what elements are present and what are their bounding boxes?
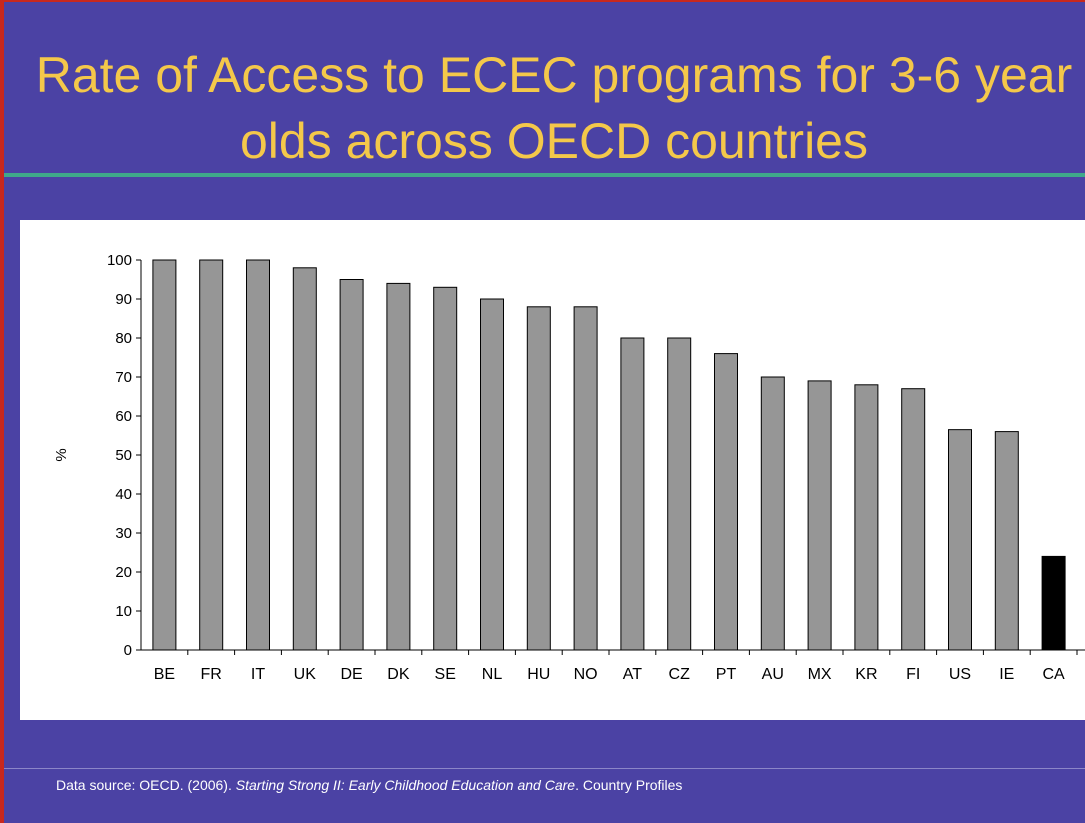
bar-it: [246, 259, 270, 651]
chart-panel: 0 10 20 30 40 50 60 70 80 90 100% BE FR IT UK DE DK SE NL H…: [20, 220, 1085, 720]
x-tick-label: IE: [999, 666, 1014, 683]
bar-dk: [386, 282, 411, 651]
y-tick-label: 30: [115, 525, 132, 542]
source-title: Starting Strong II: Early Childhood Educ…: [235, 777, 576, 793]
source-suffix: . Country Profiles: [575, 777, 683, 793]
x-tick-label: AU: [762, 666, 784, 683]
x-tick-label: IT: [251, 666, 265, 683]
bar-hu: [526, 306, 551, 651]
x-tick-label: DK: [387, 666, 410, 683]
data-source-note: Data source: OECD. (2006). Starting Stro…: [56, 777, 682, 793]
x-tick-label: CA: [1042, 666, 1065, 683]
x-tick-label: KR: [855, 666, 877, 683]
bar-fr: [199, 259, 224, 651]
x-tick-label: UK: [294, 666, 317, 683]
bar-nl: [480, 298, 504, 651]
bar-us: [948, 429, 972, 651]
y-tick-label: 90: [115, 291, 132, 308]
x-tick-label: HU: [527, 666, 550, 683]
x-tick-label: NO: [574, 666, 598, 683]
bar-no: [573, 306, 598, 651]
bar-de: [339, 279, 364, 651]
bar-ca: [1041, 555, 1066, 651]
bar-au: [760, 376, 785, 651]
x-tick-label: MX: [808, 666, 832, 683]
bar-chart: 0 10 20 30 40 50 60 70 80 90 100% BE FR IT UK DE DK SE NL H…: [53, 252, 1085, 683]
x-tick-label: AT: [623, 666, 642, 683]
x-tick-label: FI: [906, 666, 920, 683]
x-tick-label: US: [949, 666, 971, 683]
bar-fi: [901, 388, 926, 651]
x-tick-label: SE: [435, 666, 456, 683]
bar-se: [433, 286, 458, 651]
bar-cz: [667, 337, 692, 651]
x-tick-label: PT: [716, 666, 737, 683]
y-tick-label: 80: [115, 330, 132, 347]
y-tick-label: 10: [115, 603, 132, 620]
y-axis-label: %: [53, 448, 70, 461]
x-tick-label: BE: [154, 666, 175, 683]
y-tick-label: 20: [115, 564, 132, 581]
x-tick-label: CZ: [669, 666, 691, 683]
y-tick-label: 40: [115, 486, 132, 503]
slide-title: Rate of Access to ECEC programs for 3-6 …: [35, 47, 1073, 169]
bar-be: [152, 259, 177, 651]
footer-divider: [4, 768, 1085, 769]
source-prefix: Data source: OECD. (2006).: [56, 777, 236, 793]
bar-pt: [714, 353, 738, 651]
x-tick-label: DE: [340, 666, 362, 683]
title-divider: [4, 173, 1085, 177]
bar-mx: [807, 380, 832, 651]
y-tick-label: 60: [115, 408, 132, 425]
bar-at: [620, 337, 645, 651]
y-tick-label: 50: [115, 447, 132, 464]
y-tick-label: 100: [107, 252, 132, 269]
y-tick-label: 70: [115, 369, 132, 386]
y-tick-label: 0: [124, 642, 132, 659]
x-tick-label: FR: [201, 666, 222, 683]
x-tick-label: NL: [482, 666, 503, 683]
bar-kr: [854, 384, 879, 651]
bar-ie: [994, 431, 1019, 651]
bar-uk: [292, 267, 317, 651]
